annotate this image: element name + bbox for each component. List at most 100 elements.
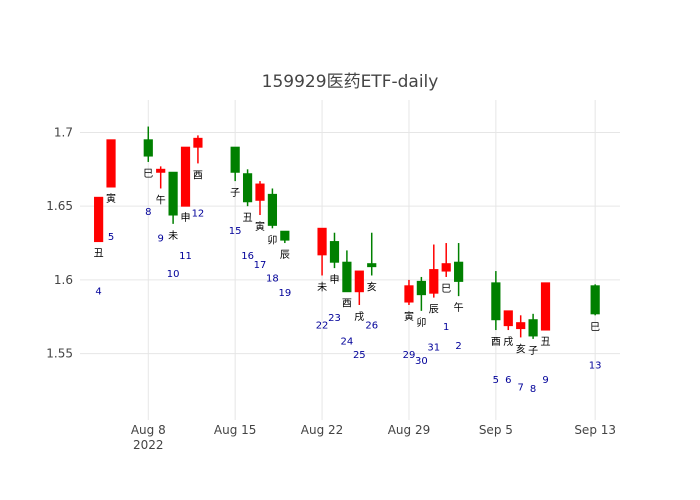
day-label: 2 <box>455 341 461 352</box>
day-label: 18 <box>266 273 279 284</box>
day-label: 26 <box>365 320 378 331</box>
day-label: 13 <box>589 360 602 371</box>
x-tick-label: Aug 29 <box>388 423 431 437</box>
branch-label: 亥 <box>516 342 526 355</box>
branch-label: 丑 <box>94 249 104 260</box>
day-label: 7 <box>518 382 524 393</box>
x-tick-label: Sep 13 <box>574 423 616 437</box>
branch-label: 丑 <box>541 337 551 348</box>
candle-body <box>267 193 278 226</box>
branch-label: 酉 <box>491 337 501 348</box>
day-label: 5 <box>108 232 114 243</box>
candle-body <box>342 261 352 293</box>
branch-label: 巳 <box>441 283 451 295</box>
day-label: 6 <box>505 375 511 386</box>
branch-label: 未 <box>168 230 178 242</box>
day-label: 4 <box>95 287 101 298</box>
branch-label: 子 <box>528 345 538 357</box>
candle-body <box>367 263 377 268</box>
day-label: 1 <box>443 322 449 333</box>
branch-label: 戌 <box>354 310 364 323</box>
branch-label: 寅 <box>106 192 116 205</box>
y-tick-label: 1.65 <box>46 199 73 213</box>
y-tick-label: 1.6 <box>54 273 73 287</box>
day-label: 30 <box>415 356 428 367</box>
candle-body <box>156 168 166 173</box>
day-label: 25 <box>353 350 366 361</box>
branch-label: 申 <box>181 211 191 224</box>
y-tick-label: 1.55 <box>46 347 73 361</box>
x-tick-label: Sep 5 <box>479 423 513 437</box>
day-label: 31 <box>427 343 440 354</box>
candle-body <box>329 241 340 263</box>
candle-body <box>242 173 253 203</box>
candle-body <box>540 282 551 331</box>
candles-layer <box>94 126 600 339</box>
candle-body <box>106 139 116 188</box>
candle-body <box>503 310 513 327</box>
branch-label: 未 <box>317 281 327 293</box>
branch-label: 寅 <box>404 310 414 323</box>
candle-body <box>454 261 464 282</box>
candle-body <box>280 230 290 241</box>
candle-body <box>180 146 191 207</box>
candle-body <box>441 263 451 272</box>
day-label: 15 <box>229 226 242 237</box>
candle-body <box>354 270 364 293</box>
candle-body <box>528 319 538 337</box>
candle-body <box>193 137 203 148</box>
day-label: 9 <box>158 233 164 244</box>
candle-body <box>94 196 104 243</box>
candle-body <box>230 146 240 173</box>
day-label: 5 <box>493 375 499 386</box>
day-label: 22 <box>316 320 329 331</box>
y-tick-label: 1.7 <box>54 125 73 139</box>
branch-label: 戌 <box>503 335 513 348</box>
chart-title: 159929医药ETF-daily <box>262 72 439 92</box>
branch-label: 亥 <box>367 280 377 293</box>
candle-body <box>168 171 178 216</box>
x-tick-label: Aug 15 <box>214 423 257 437</box>
day-label: 8 <box>530 384 536 395</box>
day-label: 19 <box>278 288 291 299</box>
branch-label: 午 <box>454 301 464 314</box>
branch-label: 申 <box>329 273 339 286</box>
day-label: 10 <box>167 269 180 280</box>
day-label: 9 <box>542 375 548 386</box>
candle-body <box>317 227 327 256</box>
day-label: 17 <box>254 260 267 271</box>
day-label: 24 <box>341 337 354 348</box>
candle-body <box>590 285 600 315</box>
x-tick-label: Aug 22 <box>301 423 344 437</box>
x-tick-label: Aug 8 <box>131 423 166 437</box>
day-label: 11 <box>179 251 192 262</box>
candle-body <box>429 269 439 294</box>
branch-label: 酉 <box>342 299 352 310</box>
branch-label: 寅 <box>255 220 265 233</box>
branch-label: 酉 <box>193 170 203 181</box>
branch-label: 丑 <box>243 213 253 224</box>
candle-body <box>255 183 265 201</box>
candle-body <box>404 285 414 303</box>
branch-label: 巳 <box>590 321 600 333</box>
day-label: 12 <box>192 208 205 219</box>
branch-label: 辰 <box>429 304 439 316</box>
day-label: 23 <box>328 313 341 324</box>
candle-body <box>416 280 426 296</box>
branch-label: 子 <box>230 187 240 199</box>
x-tick-year-label: 2022 <box>133 438 164 452</box>
branch-label: 午 <box>156 193 166 206</box>
branch-label: 卯 <box>267 234 277 246</box>
day-label: 8 <box>145 207 151 218</box>
candle-body <box>143 139 153 157</box>
branch-label: 卯 <box>416 317 426 329</box>
candle-body <box>516 322 526 330</box>
branch-label: 巳 <box>143 168 153 180</box>
day-label: 29 <box>403 350 416 361</box>
candle-body <box>491 282 501 321</box>
